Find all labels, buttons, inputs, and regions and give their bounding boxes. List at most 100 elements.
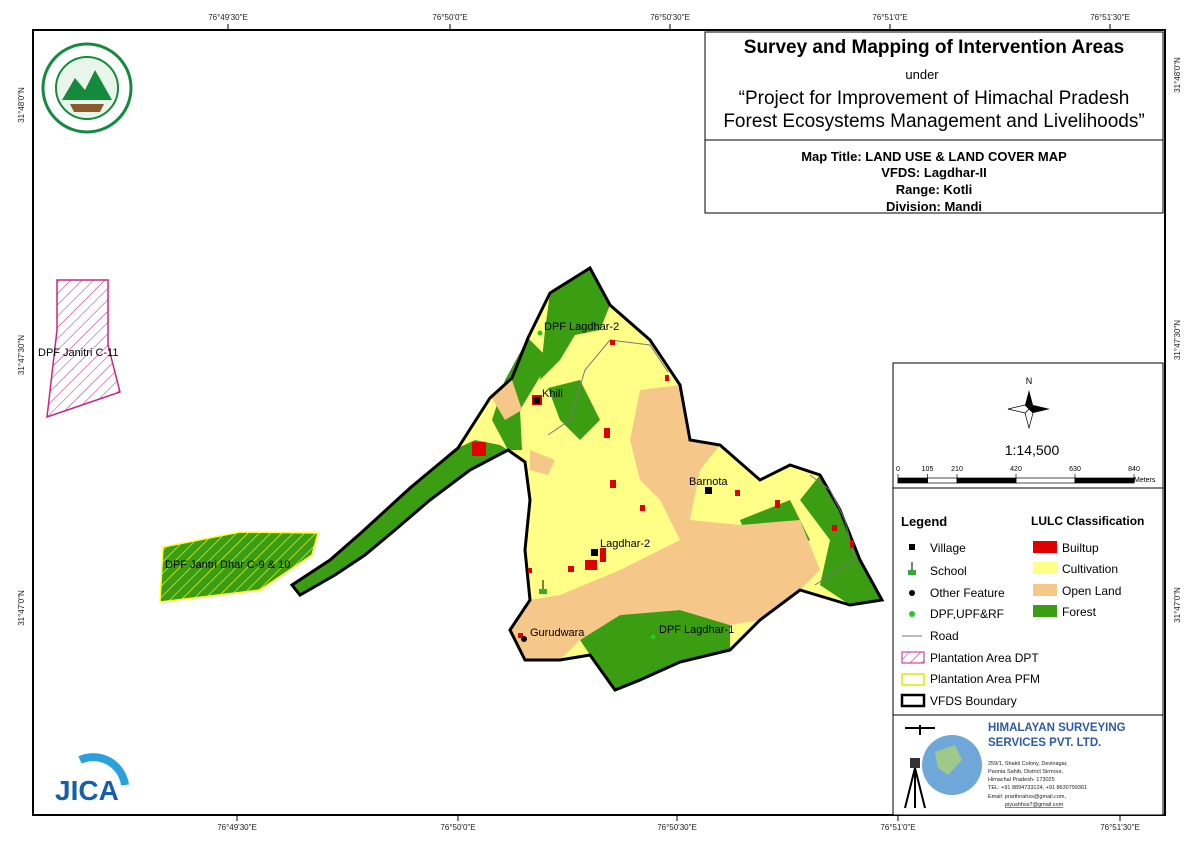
map-label: Lagdhar-2: [600, 538, 650, 550]
lulc-item: Open Land: [1062, 584, 1121, 598]
scale-segment: [927, 477, 958, 484]
north-label: N: [1026, 376, 1033, 386]
village-point: [533, 397, 540, 404]
north-arrow: [1007, 390, 1050, 430]
lulc-swatch: [1033, 541, 1057, 553]
map-title: Map Title: LAND USE & LAND COVER MAP: [801, 149, 1067, 164]
plantation-dpt: [46, 279, 121, 419]
lulc-swatch: [1033, 562, 1057, 574]
graticule-label: 31°48'0"N: [17, 87, 26, 123]
scale-ratio: 1:14,500: [1005, 442, 1060, 458]
title: Survey and Mapping of Intervention Areas: [744, 37, 1124, 58]
legend-item: Plantation Area PFM: [930, 672, 1040, 686]
legend-icon: [901, 673, 925, 686]
map-label: DPF Janitri C-11: [38, 347, 118, 359]
legend-item: DPF,UPF&RF: [930, 607, 1004, 621]
scale-tick-label: 630: [1069, 466, 1081, 473]
map-label: DPF Lagdhar-1: [659, 624, 734, 636]
legend-icon: [908, 562, 916, 575]
map-label: DPF Jantri Dhar C-9 & 10: [165, 559, 290, 571]
company-address: TEL: +91 8894733124, +91 8630799361: [988, 785, 1087, 791]
range: Range: Kotli: [896, 182, 973, 197]
vfds-area: [289, 265, 885, 692]
scale-segment: [956, 477, 1017, 484]
scale-segment: [897, 477, 928, 484]
company-address: Email: prarthnahss@gmail.com,: [988, 794, 1066, 800]
dpf-point: [537, 330, 543, 336]
jica-text: JICA: [55, 775, 119, 806]
company-name: SERVICES PVT. LTD.: [988, 737, 1101, 749]
legend-icon: [909, 590, 915, 596]
scale-tick-label: 210: [951, 466, 963, 473]
graticule-label: 31°47'0"N: [17, 590, 26, 626]
graticule-label: 76°51'0"E: [872, 13, 907, 22]
subtitle: under: [905, 67, 939, 82]
graticule-label: 76°50'0"E: [440, 823, 475, 832]
graticule-label: 76°50'30"E: [657, 823, 697, 832]
graticule-label: 76°49'30"E: [217, 823, 257, 832]
legend-title: Legend: [901, 514, 947, 529]
legend-icon: [909, 544, 915, 550]
graticule-label: 76°50'30"E: [650, 13, 690, 22]
map-label: Gurudwara: [530, 627, 585, 639]
company-name: HIMALAYAN SURVEYING: [988, 722, 1126, 734]
forest-dept-logo: [41, 42, 133, 134]
project-line: “Project for Improvement of Himachal Pra…: [739, 88, 1130, 109]
title-box: [704, 31, 1164, 214]
map-label: DPF Lagdhar-2: [544, 321, 619, 333]
village-point: [705, 487, 712, 494]
graticule-label: 31°47'30"N: [1173, 320, 1182, 360]
scale-bar: 0 105 210 420 630 840: [896, 466, 1140, 484]
plantation-pfm: [159, 531, 319, 603]
graticule-label: 76°51'30"E: [1100, 823, 1140, 832]
scale-tick-label: 0: [896, 466, 900, 473]
scale-tick-label: 105: [922, 466, 934, 473]
scale-tick-label: 840: [1128, 466, 1140, 473]
lulc-title: LULC Classification: [1031, 514, 1144, 528]
company-address: Paonta Sahib, District Sirmour,: [988, 769, 1063, 775]
division: Division: Mandi: [886, 199, 982, 214]
legend-item: VFDS Boundary: [930, 694, 1017, 708]
graticule-label: 76°50'0"E: [432, 13, 467, 22]
dpf-point: [650, 634, 656, 640]
vfds: VFDS: Lagdhar-II: [881, 165, 986, 180]
graticule-label: 76°51'0"E: [880, 823, 915, 832]
company-address: 259/1, Shakti Colony, Devinagar,: [988, 761, 1068, 767]
legend-icon: [901, 651, 925, 664]
legend-icon: [909, 611, 915, 617]
vfds-boundary: [289, 265, 885, 692]
graticule-label: 76°51'30"E: [1090, 13, 1130, 22]
graticule-label: 31°48'0"N: [1173, 57, 1182, 93]
lulc-item: Builtup: [1062, 541, 1099, 555]
legend-item: Village: [930, 541, 966, 555]
company-logo: [904, 725, 982, 809]
map-label: Khili: [542, 388, 563, 400]
lulc-item: Forest: [1062, 605, 1097, 619]
project-line: Forest Ecosystems Management and Livelih…: [723, 111, 1144, 132]
lulc-swatch: [1033, 584, 1057, 596]
lulc-item: Cultivation: [1062, 562, 1118, 576]
map-label: Barnota: [689, 476, 728, 488]
graticule-label: 76°49'30"E: [208, 13, 248, 22]
legend-item: Road: [930, 629, 959, 643]
legend-item: School: [930, 564, 967, 578]
legend-item: Other Feature: [930, 586, 1005, 600]
legend-icon: [900, 693, 926, 708]
graticule-ticks: [227, 24, 1121, 821]
graticule-label: 31°47'30"N: [17, 335, 26, 375]
jica-logo: JICA: [55, 753, 129, 806]
lulc-swatch: [1033, 605, 1057, 617]
scale-unit: Meters: [1134, 477, 1156, 484]
school-point: [539, 580, 547, 594]
village-point: [591, 549, 598, 556]
company-address: Himachal Pradesh- 173025: [988, 777, 1055, 783]
legend-item: Plantation Area DPT: [930, 651, 1039, 665]
graticule-label: 31°47'0"N: [1173, 587, 1182, 623]
scale-segment: [1015, 477, 1076, 484]
company-email: piyushhss7@gmail.com: [1005, 802, 1064, 808]
scale-tick-label: 420: [1010, 466, 1022, 473]
other-feature-point: [521, 636, 527, 642]
scale-segment: [1074, 477, 1135, 484]
map-frame: [32, 29, 1166, 816]
